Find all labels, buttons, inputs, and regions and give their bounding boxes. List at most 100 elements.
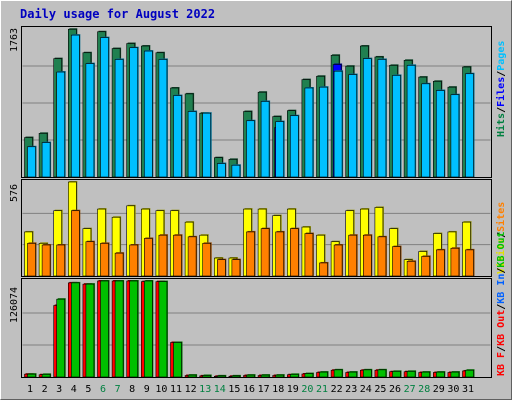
legend-entry: KB Out — [496, 231, 507, 267]
pages-bar — [202, 112, 211, 178]
visits-bars — [24, 181, 475, 277]
sites-bar — [260, 228, 270, 277]
visits-ymax-label: 576 — [9, 184, 20, 202]
sites-bar — [421, 256, 431, 277]
pages-bar — [450, 94, 460, 178]
sites-bar — [450, 247, 460, 277]
pages-bar — [100, 37, 109, 178]
sites-bar — [231, 259, 241, 277]
sites-bar — [100, 243, 109, 277]
legend-entry: Files — [495, 77, 507, 107]
kbout-bar — [217, 375, 226, 378]
pages-bar — [56, 71, 66, 178]
pages-bar — [231, 164, 241, 178]
kbytes-bars — [24, 280, 475, 378]
sites-bar — [56, 244, 66, 277]
kbout-bar — [450, 371, 460, 378]
day-label: 1 — [27, 384, 33, 395]
sites-bar — [246, 231, 255, 277]
day-label: 19 — [287, 384, 299, 395]
pages-bar — [304, 87, 314, 178]
day-label: 7 — [115, 384, 121, 395]
hits-legend: Hits/Files/Pages — [495, 41, 507, 137]
day-label: 22 — [331, 384, 343, 395]
pages-bar — [392, 75, 401, 178]
kbout-bar — [27, 373, 36, 378]
kbytes-ymax-label: 126074 — [9, 287, 20, 323]
sites-bar — [129, 244, 138, 277]
legend-entry: Visits — [495, 238, 507, 274]
kbout-bar — [129, 280, 138, 378]
kbout-bar — [392, 371, 401, 378]
kbout-bar — [348, 371, 358, 378]
pages-bar — [377, 59, 387, 178]
pages-bar — [41, 142, 51, 178]
kbout-bar — [41, 374, 51, 378]
visits-legend: Visits/ Sites — [495, 202, 507, 274]
pages-bar — [129, 47, 138, 178]
legend-entry: / — [496, 268, 507, 274]
day-label: 25 — [374, 384, 386, 395]
day-label: 11 — [170, 384, 182, 395]
pages-bar — [85, 63, 95, 178]
pages-bar — [173, 95, 182, 178]
kbout-bar — [100, 280, 109, 378]
sites-bar — [435, 249, 445, 277]
day-label: 23 — [345, 384, 357, 395]
pages-bar — [275, 121, 285, 178]
pages-bar — [348, 74, 358, 178]
day-label: 18 — [272, 384, 284, 395]
pages-bar — [158, 59, 168, 178]
sites-bar — [187, 236, 197, 277]
kbout-bar — [114, 280, 124, 378]
legend-entry: Pages — [496, 41, 507, 71]
day-label: 14 — [214, 384, 226, 395]
day-label: 26 — [389, 384, 401, 395]
day-label: 24 — [360, 384, 372, 395]
sites-bar — [217, 259, 226, 277]
kbout-bar — [187, 374, 197, 378]
kbout-bar — [289, 374, 299, 378]
pages-bar — [144, 50, 153, 178]
pages-bar — [421, 83, 431, 178]
sites-bar — [202, 243, 211, 277]
pages-bar — [319, 86, 328, 178]
legend-entry: / — [496, 304, 507, 310]
kbout-bar — [333, 369, 343, 378]
sites-bar — [392, 246, 401, 277]
hits-ymax-label: 1763 — [9, 28, 20, 52]
kbout-bar — [275, 374, 285, 378]
day-label: 27 — [404, 384, 416, 395]
day-label: 15 — [228, 384, 240, 395]
sites-bar — [158, 234, 168, 277]
sites-bar — [41, 244, 51, 277]
pages-bar — [27, 146, 36, 178]
kbout-bar — [304, 373, 314, 378]
kbout-bar — [158, 281, 168, 378]
pages-bar — [465, 73, 474, 178]
day-labels: 1 2 3 4 5 6 7 8 9 10 11 12 13 14 15 16 17 18 19 20 21 22 23 24 2… — [27, 384, 474, 395]
chart-title: Daily usage for August 2022 — [20, 7, 215, 21]
kbout-bar — [246, 374, 255, 378]
sites-bar — [144, 238, 153, 277]
day-label: 17 — [258, 384, 270, 395]
kbytes-legend: KB F/KB Out/KB In/KB Out — [496, 231, 507, 376]
pages-bar — [246, 120, 255, 178]
pages-bar — [289, 115, 299, 178]
sites-bar — [406, 261, 416, 277]
kbout-bar — [202, 375, 211, 378]
sites-bar — [362, 234, 372, 277]
sites-bar — [348, 234, 358, 277]
day-label: 10 — [155, 384, 167, 395]
legend-entry: Sites — [495, 202, 507, 232]
day-label: 9 — [144, 384, 150, 395]
kbout-bar — [362, 369, 372, 378]
hits-bars — [24, 28, 475, 178]
day-label: 29 — [433, 384, 445, 395]
kbout-bar — [56, 298, 66, 378]
pages-bar — [362, 58, 372, 178]
sites-bar — [275, 231, 285, 277]
kbout-bar — [435, 371, 445, 378]
sites-bar — [71, 210, 80, 277]
legend-entry: KB F — [496, 352, 507, 376]
